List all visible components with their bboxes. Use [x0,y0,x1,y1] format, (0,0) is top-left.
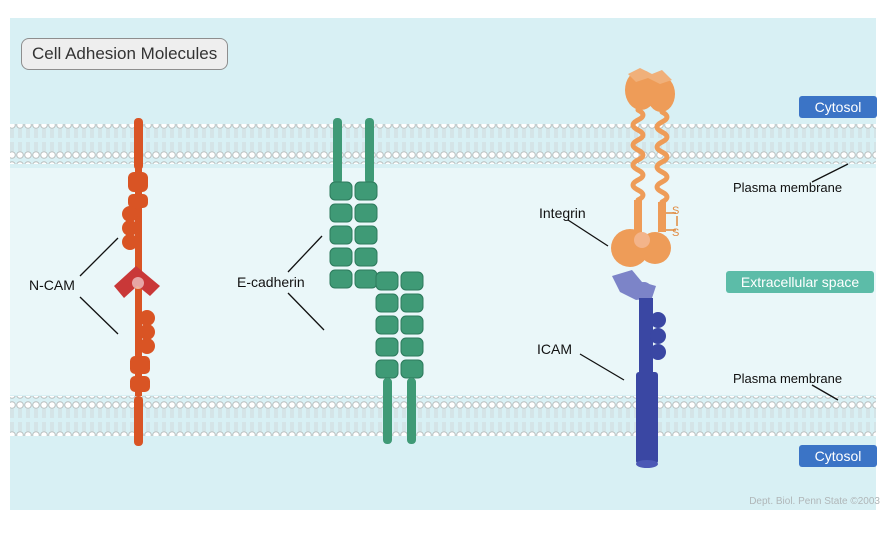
ncam-leader-1 [79,237,119,277]
integrin-molecule: S S [611,68,679,267]
diagram-title: Cell Adhesion Molecules [21,38,229,70]
integrin-label: Integrin [539,205,586,221]
disulfide-s-2: S [672,227,679,239]
plasma-membrane-top-label: Plasma membrane [733,180,843,195]
plasma-membrane-bottom-label: Plasma membrane [733,371,843,386]
ecadherin-leader-2 [287,292,325,331]
ncam-molecule [114,118,160,446]
cytosol-top-badge: Cytosol [799,96,877,118]
membrane-top [10,124,876,164]
membrane-bottom [10,396,876,436]
extracellular-space-badge: Extracellular space [726,271,874,293]
icam-molecule [612,270,666,468]
credit-text: Dept. Biol. Penn State ©2003 [749,496,880,507]
leader-lines [79,163,849,401]
icam-label: ICAM [537,341,572,357]
disulfide-s-1: S [672,205,679,217]
ncam-label: N-CAM [29,277,75,293]
membrane-bottom-leader [811,384,839,401]
membrane-top-leader [811,163,849,183]
ncam-leader-2 [79,296,119,335]
ecadherin-leader-1 [287,235,323,273]
icam-leader [579,353,625,381]
ecadherin-label: E-cadherin [237,274,305,290]
cytosol-bottom-badge: Cytosol [799,445,877,467]
integrin-leader [567,219,609,247]
ecadherin-molecule [329,118,424,444]
